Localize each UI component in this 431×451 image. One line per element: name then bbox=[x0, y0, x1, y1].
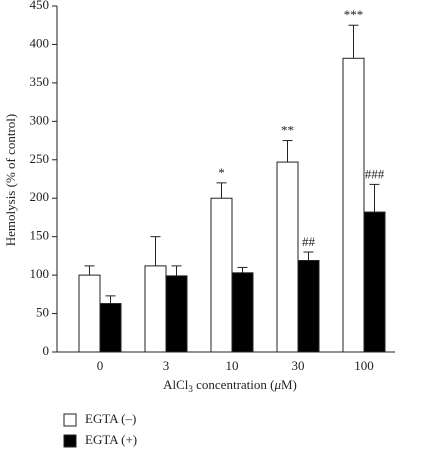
bar bbox=[298, 261, 319, 352]
y-tick-label: 400 bbox=[30, 35, 50, 50]
bar bbox=[364, 212, 385, 352]
y-tick-label: 150 bbox=[30, 228, 50, 243]
y-tick-label: 300 bbox=[30, 112, 50, 127]
x-tick-label: 30 bbox=[292, 358, 305, 373]
significance-label: ### bbox=[365, 166, 385, 181]
bar bbox=[166, 276, 187, 352]
y-tick-label: 350 bbox=[30, 74, 50, 89]
bar bbox=[145, 266, 166, 352]
significance-label: * bbox=[218, 165, 225, 180]
x-label-part: concentration ( bbox=[193, 377, 275, 392]
y-tick-label: 100 bbox=[30, 266, 50, 281]
significance-label: ## bbox=[302, 234, 316, 249]
x-tick-label: 3 bbox=[163, 358, 170, 373]
y-tick-label: 0 bbox=[43, 343, 50, 358]
x-tick-label: 10 bbox=[226, 358, 239, 373]
legend-swatch bbox=[64, 414, 76, 426]
x-label-part: M) bbox=[281, 377, 297, 392]
y-tick-label: 450 bbox=[30, 0, 50, 12]
bar bbox=[343, 58, 364, 352]
y-tick-label: 50 bbox=[36, 305, 49, 320]
bar bbox=[211, 198, 232, 352]
legend-label: EGTA (+) bbox=[85, 432, 137, 447]
legend-swatch bbox=[64, 435, 76, 447]
y-tick-label: 250 bbox=[30, 151, 50, 166]
bar bbox=[100, 304, 121, 352]
x-tick-label: 100 bbox=[354, 358, 374, 373]
significance-label: *** bbox=[344, 7, 364, 22]
x-tick-label: 0 bbox=[97, 358, 104, 373]
y-axis-label: Hemolysis (% of control) bbox=[3, 114, 18, 247]
y-tick-label: 200 bbox=[30, 189, 50, 204]
significance-label: ** bbox=[281, 123, 294, 138]
legend-label: EGTA (–) bbox=[85, 411, 136, 426]
bar bbox=[79, 275, 100, 352]
bar bbox=[277, 162, 298, 352]
x-label-part: AlCl bbox=[163, 377, 189, 392]
x-axis-label: AlCl3 concentration (μM) bbox=[163, 377, 297, 394]
bar bbox=[232, 273, 253, 352]
